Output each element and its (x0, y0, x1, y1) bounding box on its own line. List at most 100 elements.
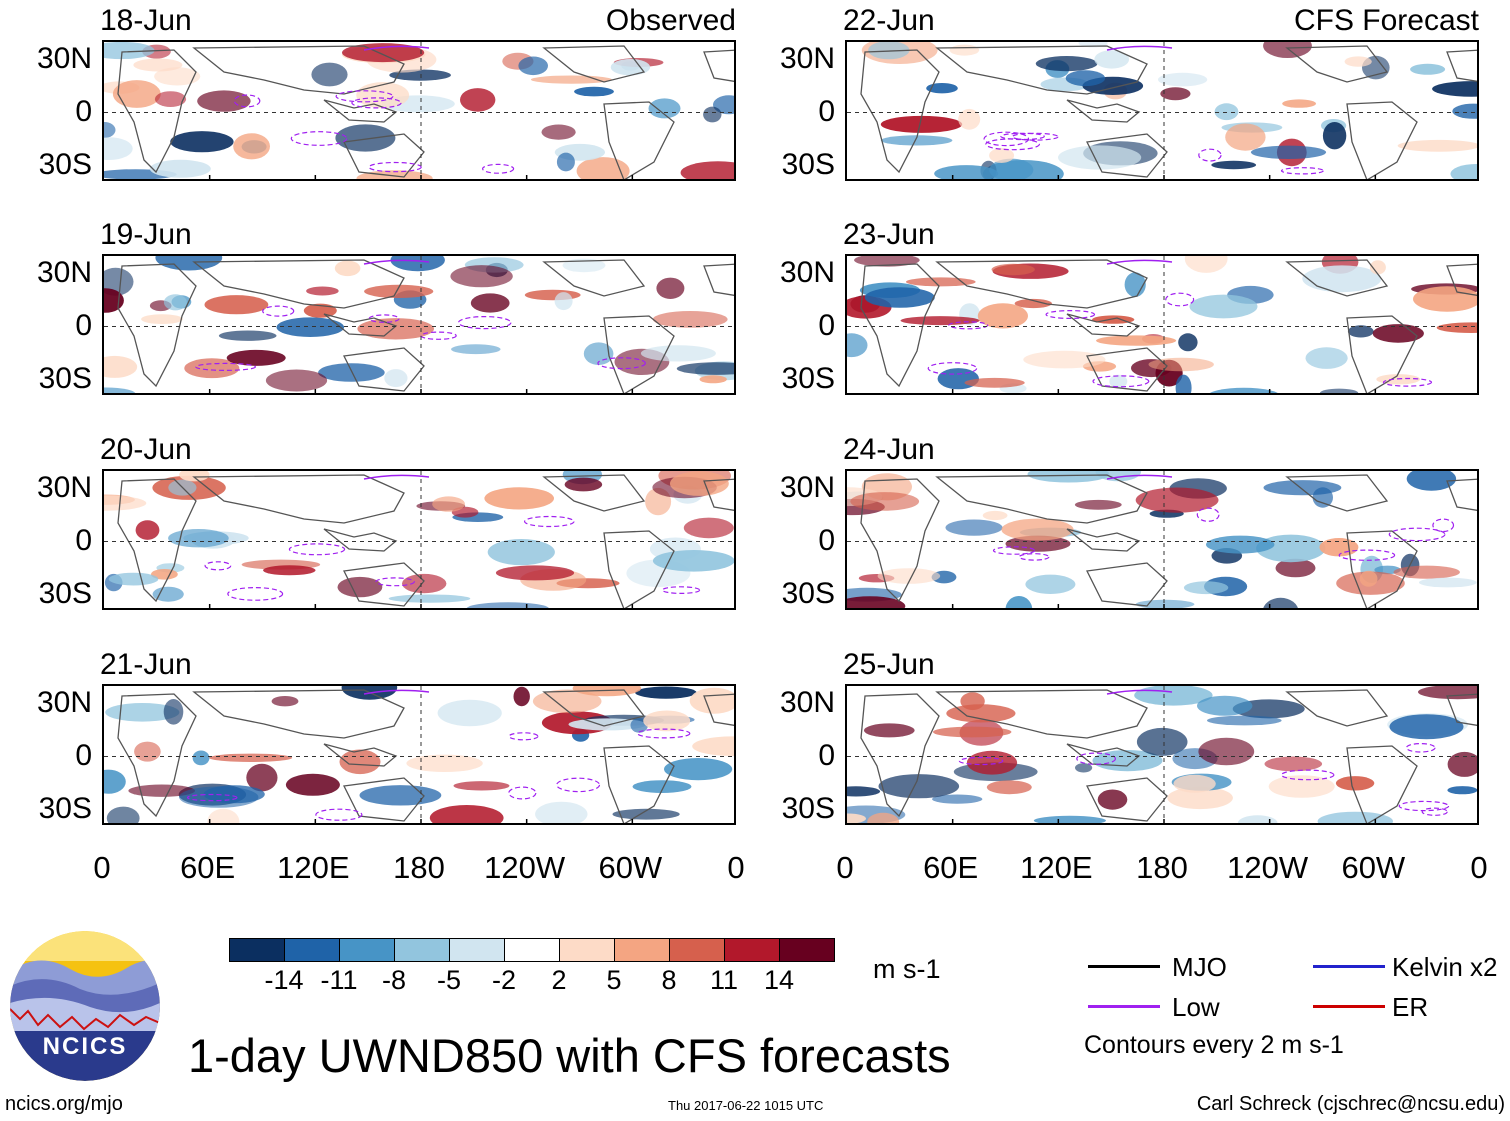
continent-outline (703, 478, 734, 511)
ncics-logo-graphic (10, 931, 160, 1081)
author-credit: Carl Schreck (cjschrec@ncsu.edu) (1196, 1093, 1505, 1115)
panel-date-label: 22-Jun (843, 4, 935, 37)
anomaly-region (554, 292, 573, 311)
er-legend-label: ER (1392, 992, 1429, 1022)
low-contour (985, 138, 1041, 151)
anomaly-region (1263, 42, 1312, 58)
anomaly-region (900, 316, 980, 326)
anomaly-region (670, 471, 729, 496)
anomaly-region (964, 377, 1025, 388)
anomaly-region (152, 586, 184, 602)
continent-outline (1086, 133, 1168, 178)
x-tick-label: 180 (393, 850, 445, 885)
anomaly-region (154, 67, 201, 86)
timestamp: Thu 2017-06-22 1015 UTC (668, 1098, 824, 1113)
anomaly-region (356, 82, 410, 109)
anomaly-region (1097, 789, 1128, 810)
anomaly-region (179, 471, 210, 482)
low-contour (335, 90, 394, 103)
anomaly-region (1452, 103, 1477, 119)
colorbar-tick-label: 11 (709, 965, 739, 995)
continent-outline (542, 259, 646, 297)
colorbar-tick-label: -14 (264, 965, 304, 995)
low-contour (1382, 377, 1433, 387)
wind-anomaly-field (847, 686, 1477, 823)
anomaly-region (934, 165, 999, 179)
colorbar-cell (779, 938, 835, 962)
anomaly-region (847, 786, 881, 797)
low-contour (195, 362, 257, 372)
anomaly-region (847, 596, 906, 608)
anomaly-region (576, 157, 630, 179)
panel-date-label: 24-Jun (843, 433, 935, 466)
anomaly-region (946, 704, 1016, 723)
contour-note: Contours every 2 m s-1 (1084, 1031, 1344, 1059)
x-tick-label: 120W (484, 850, 566, 885)
low-contour (508, 732, 539, 741)
y-tick-label: 30S (38, 577, 92, 610)
anomaly-region (1359, 570, 1378, 587)
anomaly-region (689, 687, 734, 714)
anomaly-region (1173, 774, 1216, 793)
anomaly-region (926, 83, 958, 94)
anomaly-region (643, 710, 691, 732)
anomaly-region (518, 56, 548, 76)
continent-outline (1086, 562, 1168, 607)
continent-outline (1066, 528, 1141, 552)
colorbar-cell (284, 938, 340, 962)
low-contour (1405, 742, 1436, 753)
anomaly-region (1178, 333, 1198, 352)
panel-date-label: 25-Jun (843, 648, 935, 681)
anomaly-region (1207, 715, 1282, 726)
map-panel (102, 40, 736, 181)
anomaly-region (680, 161, 734, 179)
anomaly-region (163, 294, 187, 311)
anomaly-region (1319, 538, 1359, 557)
anomaly-region (1225, 123, 1266, 151)
anomaly-region (1160, 87, 1191, 101)
anomaly-region (949, 44, 980, 56)
er-legend-line (1313, 1005, 1385, 1008)
panel-date-label: 23-Jun (843, 218, 935, 251)
low-contour (375, 577, 415, 587)
anomaly-region (1096, 335, 1177, 346)
anomaly-region (104, 42, 155, 60)
panel-date-label: 18-Jun (100, 4, 192, 37)
x-tick-label: 0 (93, 850, 111, 885)
continent-outline (192, 474, 405, 524)
continent-outline (1285, 689, 1389, 727)
anomaly-region (306, 286, 339, 296)
anomaly-region (513, 686, 530, 707)
low-contour (288, 543, 346, 556)
anomaly-region (128, 784, 195, 797)
website-link[interactable]: ncics.org/mjo (5, 1093, 123, 1115)
low-contour (1165, 292, 1195, 307)
colorbar-cell (614, 938, 670, 962)
anomaly-region (1075, 763, 1093, 773)
anomaly-region (487, 539, 555, 566)
colorbar-tick-label: -8 (381, 965, 407, 995)
y-tick-label: 0 (75, 95, 92, 128)
map-panel (102, 469, 736, 610)
low-contour-solid (363, 689, 430, 695)
anomaly-region (1305, 347, 1348, 369)
anomaly-region (342, 43, 425, 63)
y-tick-label: 0 (818, 524, 835, 557)
anomaly-region (356, 170, 433, 179)
low-contour-solid (1106, 45, 1173, 51)
anomaly-region (1136, 727, 1188, 756)
wind-anomaly-field (847, 471, 1477, 608)
anomaly-region (106, 806, 140, 823)
wind-anomaly-field (847, 256, 1477, 393)
low-contour (1280, 167, 1324, 175)
panel-date-label: 20-Jun (100, 433, 192, 466)
anomaly-region (656, 277, 685, 299)
y-tick-label: 0 (818, 309, 835, 342)
anomaly-region (265, 369, 328, 392)
anomaly-region (104, 137, 133, 160)
colorbar-units: m s-1 (873, 954, 941, 984)
y-tick-label: 30S (781, 148, 835, 181)
anomaly-region (209, 753, 293, 762)
y-tick-label: 30S (38, 792, 92, 825)
low-contour-solid (363, 45, 430, 51)
